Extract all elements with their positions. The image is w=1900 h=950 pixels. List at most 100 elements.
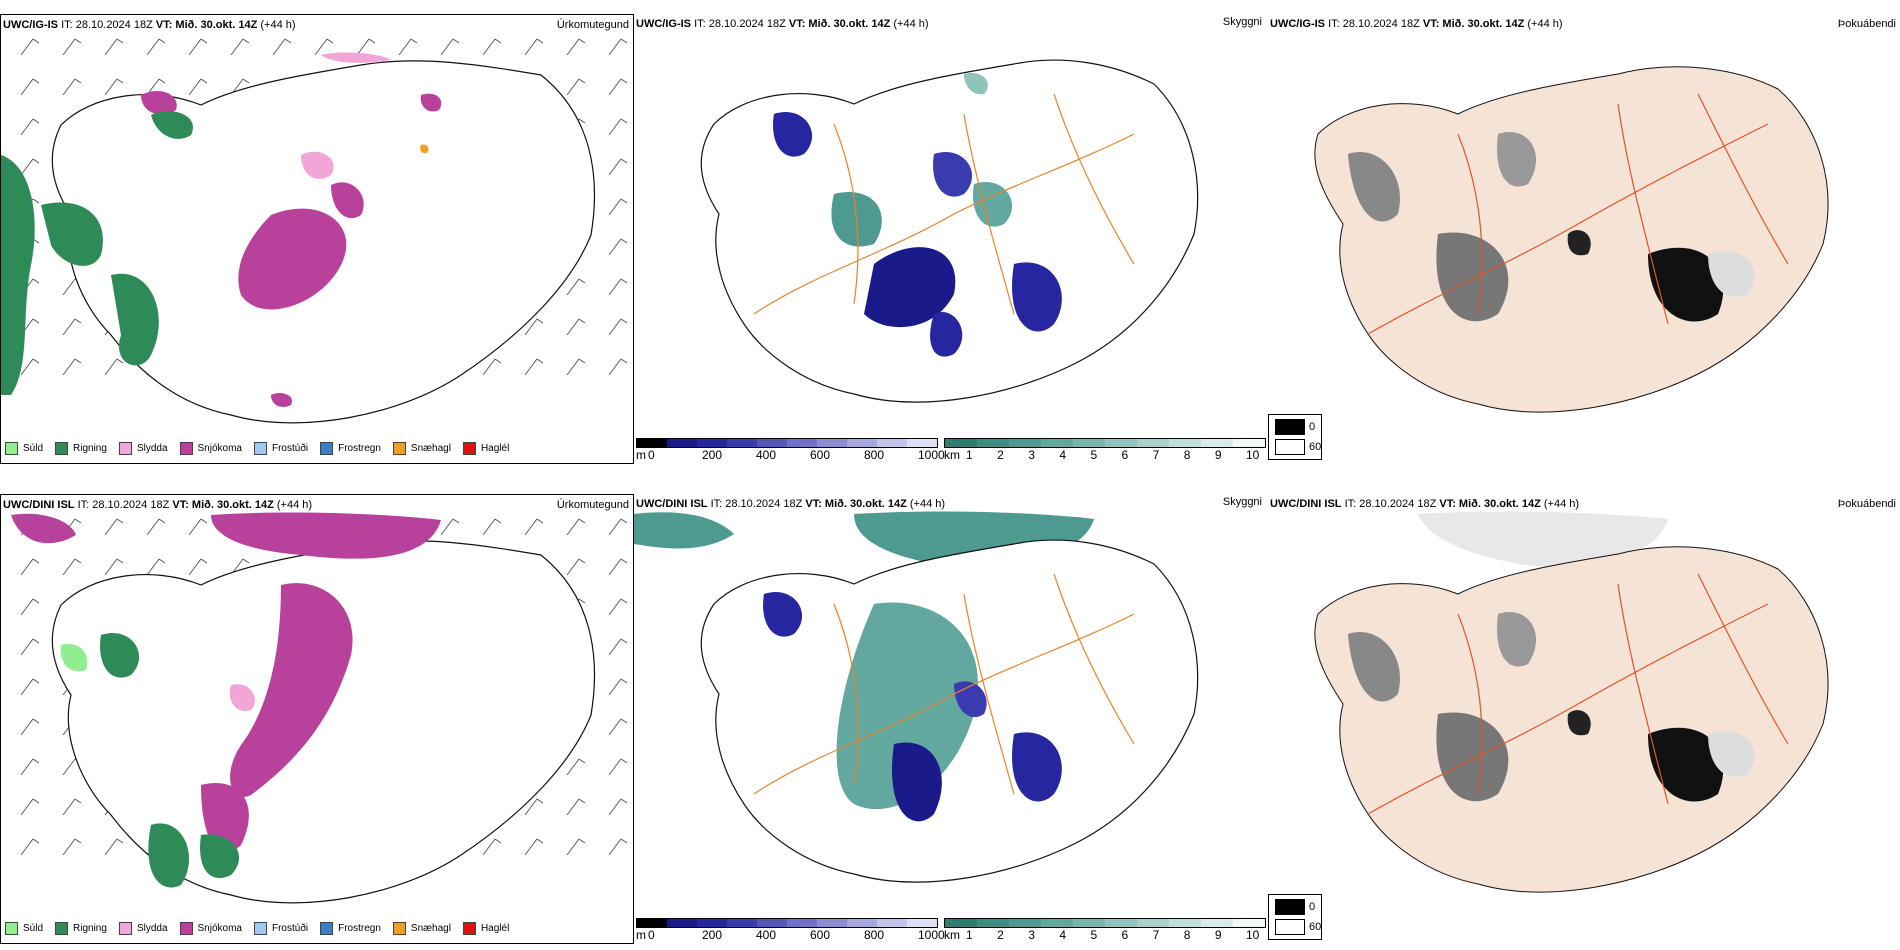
colorbar-segment	[727, 439, 757, 447]
legend-swatch	[5, 442, 18, 455]
precip-type-map	[1, 38, 628, 424]
legend-item: Snæhagl	[392, 922, 451, 935]
legend-item: Haglél	[462, 922, 510, 935]
colorbar-tick: 3	[1028, 928, 1035, 942]
colorbar-segment	[1201, 919, 1233, 927]
visibility-colorbar	[944, 438, 1266, 448]
visibility-map	[634, 511, 1199, 883]
colorbar-segment	[1105, 919, 1137, 927]
precip-legend: Súld Rigning Slydda Snjókoma Frostúði Frostre…	[5, 922, 521, 935]
precip-type-map	[11, 512, 628, 904]
colorbar-tick: 7	[1152, 928, 1160, 942]
fog-label-low: 60	[1309, 921, 1322, 933]
colorbar-tick: 200	[702, 928, 723, 942]
colorbar-segment	[697, 439, 727, 447]
colorbar-tick: 400	[756, 448, 777, 462]
colorbar-segment	[877, 919, 907, 927]
colorbar-tick: 5	[1090, 448, 1098, 462]
colorbar-segment	[1041, 919, 1073, 927]
legend-item: Súld	[5, 442, 43, 455]
colorbar-tick: 0	[648, 448, 655, 462]
colorbar-tick: 1000	[918, 448, 945, 462]
legend-label: Snjókoma	[197, 443, 242, 454]
legend-item: Slydda	[118, 442, 168, 455]
colorbar-segment	[1137, 439, 1169, 447]
colorbar-tick: 2	[997, 448, 1004, 462]
visibility-map	[700, 59, 1199, 403]
ceiling-colorbar	[636, 918, 938, 928]
fog-label: Þokuábendi	[1837, 18, 1896, 30]
colorbar-segment	[1137, 919, 1169, 927]
colorbar-tick: 1000	[918, 928, 945, 942]
colorbar-segment	[1233, 919, 1265, 927]
legend-label: Snæhagl	[410, 443, 451, 454]
legend-swatch	[320, 922, 334, 935]
fog-legend: 0 60	[1268, 414, 1322, 460]
colorbar-segment	[907, 439, 937, 447]
precip-type-label: Úrkomutegund	[556, 499, 629, 511]
colorbar-segment	[1201, 439, 1233, 447]
visibility-unit: km	[944, 928, 960, 942]
fog-legend: 0 60	[1268, 894, 1322, 940]
colorbar-segment	[817, 919, 847, 927]
colorbar-segment	[977, 439, 1009, 447]
panel-header: UWC/IG-IS IT: 28.10.2024 18Z VT: Mið. 30…	[1270, 18, 1563, 30]
colorbar-tick: 0	[648, 928, 655, 942]
colorbar-segment	[1073, 439, 1105, 447]
colorbar-segment	[1233, 439, 1265, 447]
legend-swatch	[253, 922, 267, 935]
colorbar-segment	[667, 439, 697, 447]
panel-header: UWC/DINI ISL IT: 28.10.2024 18Z VT: Mið.…	[636, 498, 946, 510]
fog-swatch-low	[1275, 439, 1305, 455]
colorbar-tick: 6	[1121, 928, 1129, 942]
legend-swatch	[392, 922, 406, 935]
legend-swatch	[179, 442, 193, 455]
legend-label: Snæhagl	[410, 923, 451, 934]
colorbar-tick: 800	[864, 928, 885, 942]
legend-label: Slydda	[136, 443, 168, 454]
colorbar-tick: 8	[1183, 448, 1191, 462]
legend-label: Frostregn	[338, 923, 381, 934]
legend-swatch	[392, 442, 406, 455]
visibility-colorbar	[944, 918, 1266, 928]
legend-label: Snjókoma	[197, 923, 242, 934]
fog-label-high: 0	[1309, 901, 1316, 913]
colorbar-tick: 8	[1183, 928, 1191, 942]
precip-type-panel-top: UWC/IG-IS IT: 28.10.2024 18Z VT: Mið. 30…	[0, 14, 634, 464]
precip-legend: Súld Rigning Slydda Snjókoma Frostúði Frostre…	[5, 442, 521, 455]
legend-item: Haglél	[462, 442, 509, 455]
colorbar-tick: 200	[702, 448, 723, 462]
legend-swatch	[462, 442, 476, 455]
ceiling-visibility-panel-top: UWC/IG-IS IT: 28.10.2024 18Z VT: Mið. 30…	[634, 14, 1266, 462]
colorbar-tick: 9	[1214, 928, 1222, 942]
colorbar-segment	[637, 919, 667, 927]
fog-swatch-low	[1275, 919, 1305, 935]
colorbar-tick: 800	[864, 448, 885, 462]
legend-swatch	[118, 442, 132, 455]
legend-item: Slydda	[118, 922, 168, 935]
colorbar-tick: 600	[810, 928, 831, 942]
colorbar-tick: 10	[1246, 448, 1260, 462]
legend-swatch	[462, 922, 476, 935]
colorbar-segment	[667, 919, 697, 927]
legend-label: Rigning	[73, 443, 107, 454]
legend-item: Frostregn	[320, 922, 381, 935]
legend-item: Snæhagl	[392, 442, 451, 455]
panel-header: UWC/IG-IS IT: 28.10.2024 18Z VT: Mið. 30…	[3, 19, 296, 31]
fog-map	[1314, 66, 1829, 413]
legend-item: Súld	[5, 922, 43, 935]
colorbar-tick: 4	[1059, 928, 1067, 942]
fog-map	[1314, 511, 1829, 893]
colorbar-segment	[787, 439, 817, 447]
colorbar-segment	[877, 439, 907, 447]
colorbar-segment	[977, 919, 1009, 927]
colorbar-segment	[757, 439, 787, 447]
colorbar-tick: 4	[1059, 448, 1067, 462]
legend-label: Haglél	[480, 923, 510, 934]
colorbar-segment	[847, 919, 877, 927]
legend-label: Frostúði	[271, 923, 309, 934]
legend-item: Frostúði	[253, 442, 308, 455]
colorbar-segment	[945, 439, 977, 447]
legend-swatch	[179, 922, 193, 935]
panel-header: UWC/IG-IS IT: 28.10.2024 18Z VT: Mið. 30…	[636, 18, 929, 30]
